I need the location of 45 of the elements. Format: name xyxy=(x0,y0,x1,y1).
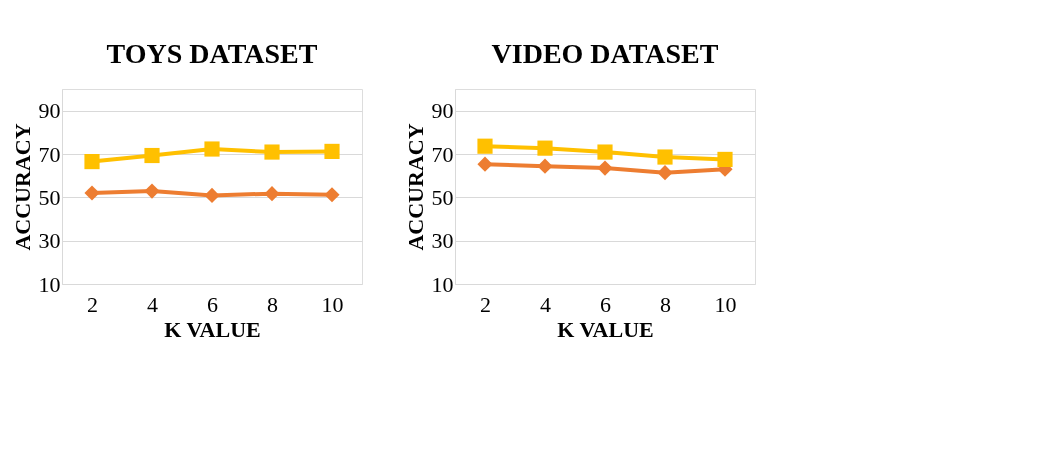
point xyxy=(477,138,493,154)
point xyxy=(204,141,220,157)
y-tick-label: 90 xyxy=(38,98,61,124)
point xyxy=(537,140,553,156)
point xyxy=(144,183,160,199)
y-tick-label: 50 xyxy=(431,184,454,210)
point xyxy=(537,158,553,174)
point xyxy=(657,149,673,165)
chart-title: TOYS DATASET xyxy=(106,38,318,69)
y-tick-label: 70 xyxy=(431,141,454,167)
y-tick-label: 90 xyxy=(431,98,454,124)
x-tick-label: 6 xyxy=(207,291,218,317)
y-tick-label: 70 xyxy=(38,141,61,167)
y-tick-label: 10 xyxy=(38,271,61,297)
point xyxy=(324,187,340,203)
point xyxy=(477,156,493,172)
point xyxy=(204,187,220,203)
x-tick-label: 6 xyxy=(600,291,611,317)
y-tick-label: 10 xyxy=(431,271,454,297)
x-tick-label: 2 xyxy=(87,291,98,317)
x-axis-title: K VALUE xyxy=(557,316,654,342)
x-tick-label: 10 xyxy=(321,291,344,317)
x-tick-label: 4 xyxy=(540,291,551,317)
point xyxy=(264,186,280,202)
x-tick-label: 2 xyxy=(480,291,491,317)
y-axis-title: ACCURACY xyxy=(402,123,428,251)
x-tick-label: 4 xyxy=(147,291,158,317)
point xyxy=(84,185,100,201)
point xyxy=(144,147,160,164)
x-axis-title: K VALUE xyxy=(164,316,261,342)
y-tick-label: 30 xyxy=(431,228,454,254)
x-tick-label: 10 xyxy=(714,291,737,317)
point xyxy=(717,151,733,167)
point xyxy=(657,165,673,181)
x-tick-label: 8 xyxy=(267,291,278,317)
y-axis-title: ACCURACY xyxy=(9,123,35,251)
x-tick-label: 8 xyxy=(660,291,671,317)
point xyxy=(324,143,340,159)
point xyxy=(264,144,280,160)
point xyxy=(597,144,613,160)
y-tick-label: 50 xyxy=(38,184,61,210)
chart-title: VIDEO DATASET xyxy=(491,38,719,69)
point xyxy=(597,160,613,176)
y-tick-label: 30 xyxy=(38,228,61,254)
point xyxy=(84,154,100,170)
